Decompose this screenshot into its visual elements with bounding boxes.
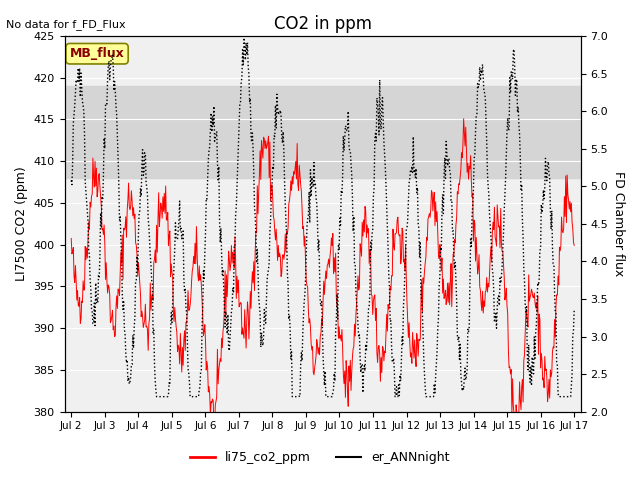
Y-axis label: FD Chamber flux: FD Chamber flux bbox=[612, 171, 625, 276]
Text: No data for f_FD_Flux: No data for f_FD_Flux bbox=[6, 19, 126, 30]
Y-axis label: LI7500 CO2 (ppm): LI7500 CO2 (ppm) bbox=[15, 167, 28, 281]
Bar bbox=[65, 86, 581, 178]
Legend: li75_co2_ppm, er_ANNnight: li75_co2_ppm, er_ANNnight bbox=[186, 446, 454, 469]
Title: CO2 in ppm: CO2 in ppm bbox=[274, 15, 372, 33]
Text: MB_flux: MB_flux bbox=[70, 47, 124, 60]
